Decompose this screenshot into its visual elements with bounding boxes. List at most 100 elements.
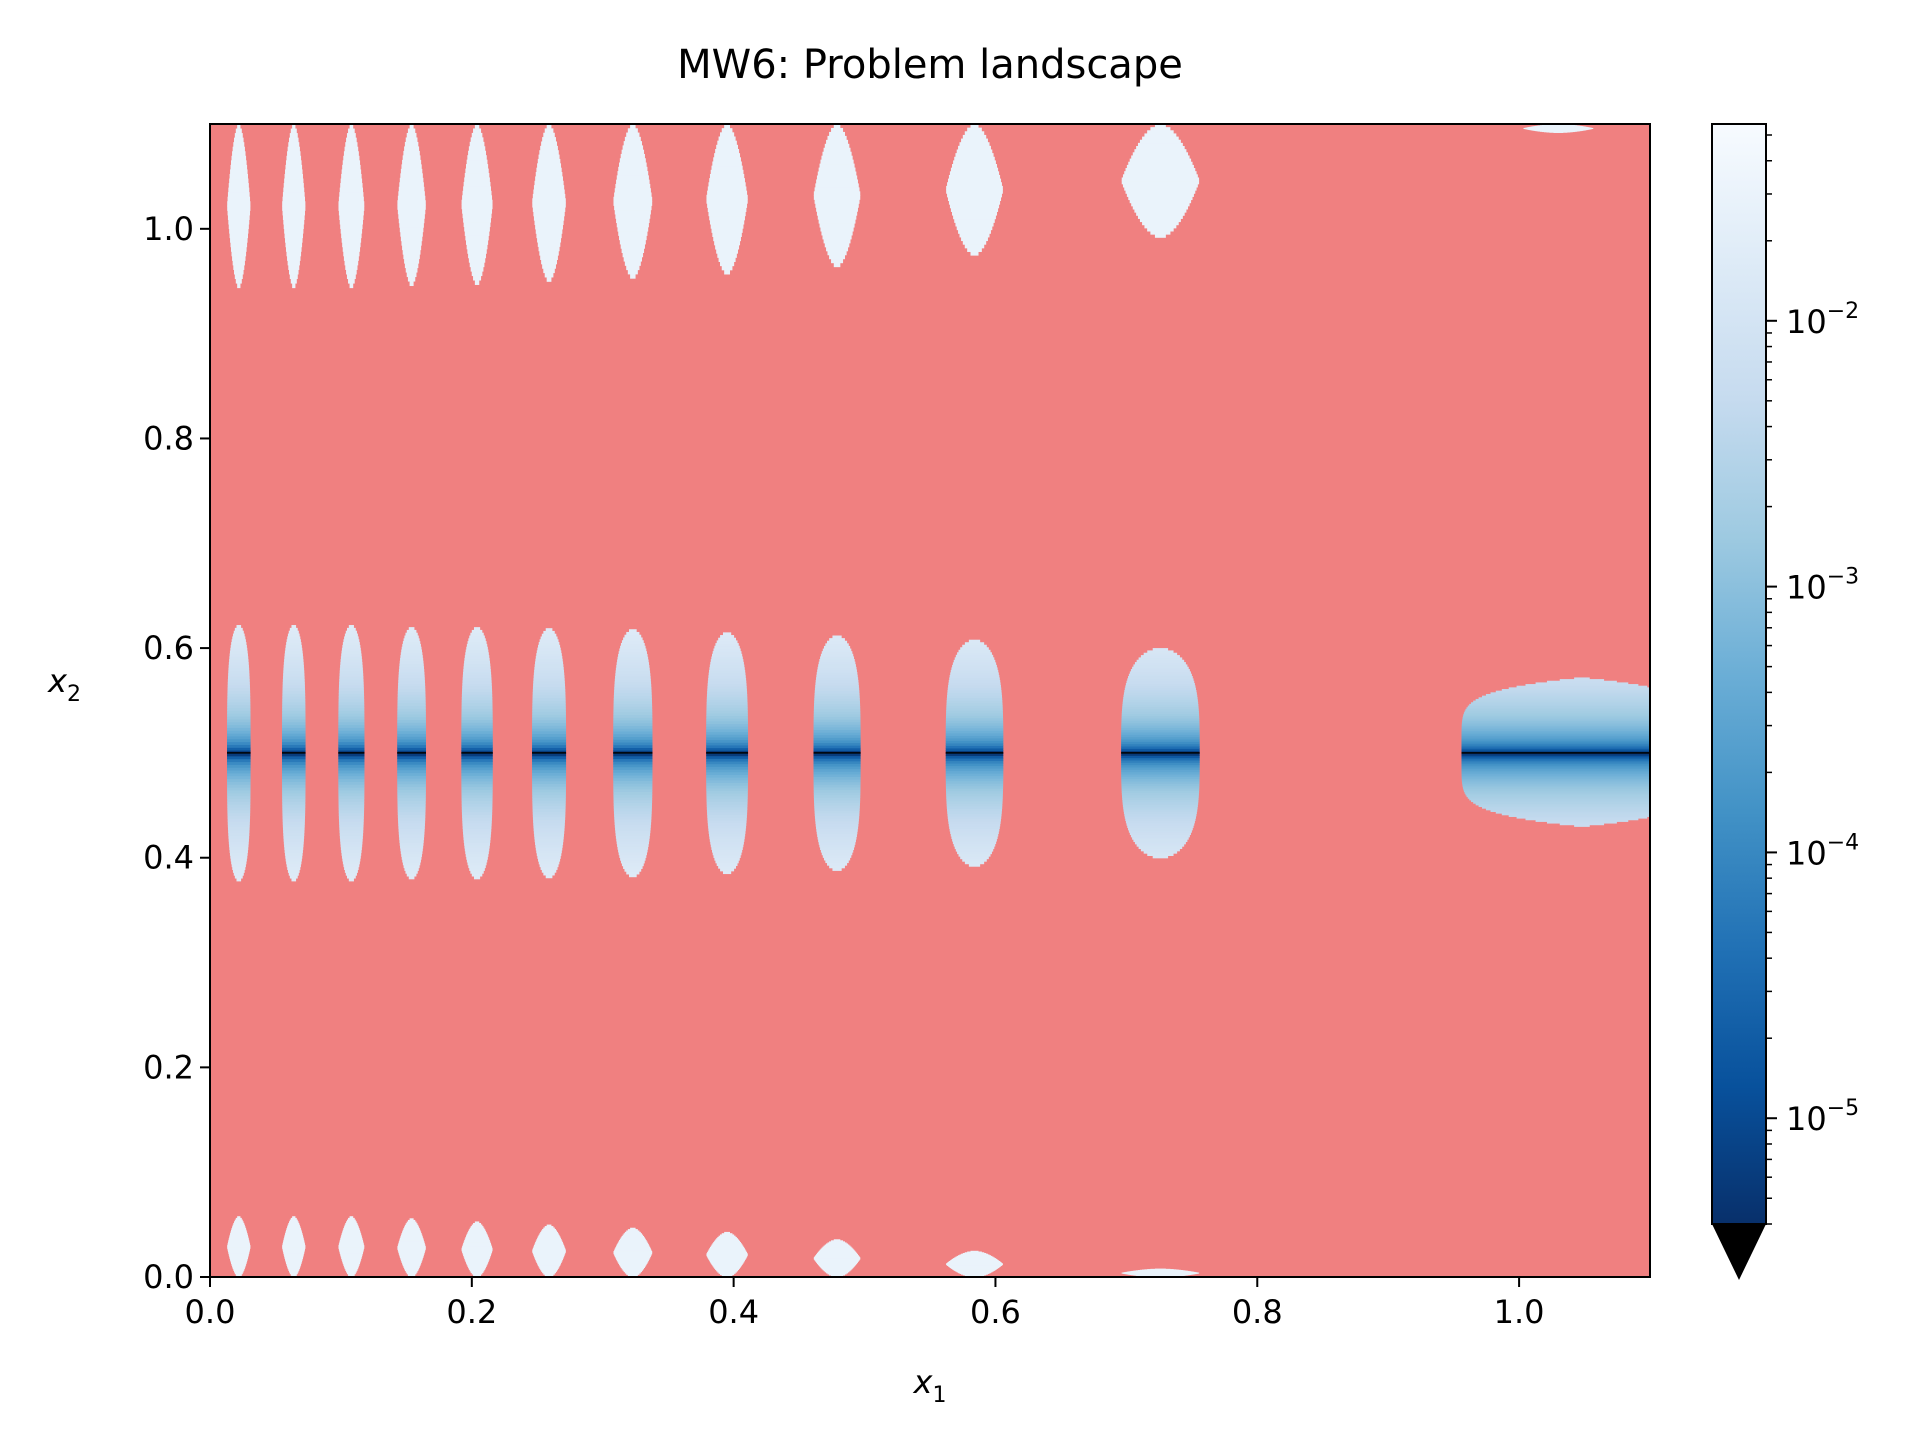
region-cell xyxy=(532,722,567,726)
region-cell xyxy=(1121,778,1200,782)
region-cell xyxy=(399,1237,424,1241)
region-cell xyxy=(532,816,566,821)
region-cell xyxy=(961,236,988,242)
region-cell xyxy=(462,195,493,201)
region-cell xyxy=(708,675,746,679)
region-cell xyxy=(954,1269,995,1272)
region-cell xyxy=(1465,793,1650,796)
region-cell xyxy=(338,196,364,202)
region-cell xyxy=(945,775,1004,779)
region-cell xyxy=(949,828,1000,832)
region-cell xyxy=(1122,706,1199,710)
region-cell xyxy=(818,1264,856,1267)
region-cell xyxy=(613,711,653,716)
region-cell xyxy=(462,677,492,681)
x-tick-label: 0.8 xyxy=(1232,1293,1283,1331)
region-cell xyxy=(469,141,485,147)
region-cell xyxy=(282,679,305,683)
region-cell xyxy=(532,686,566,690)
region-cell xyxy=(1546,821,1617,824)
region-cell xyxy=(951,835,998,840)
region-cell xyxy=(282,789,306,794)
feasible-region-7-0 xyxy=(706,1231,748,1277)
region-cell xyxy=(708,827,746,832)
region-cell xyxy=(945,720,1004,724)
colorbar-tick-exponent: −5 xyxy=(1827,1096,1859,1121)
region-cell xyxy=(397,727,426,732)
region-cell xyxy=(537,1263,561,1266)
region-cell xyxy=(535,655,563,660)
region-cell xyxy=(401,856,422,860)
region-cell xyxy=(539,250,559,256)
colorbar-tick-label: 10−3 xyxy=(1786,565,1859,607)
region-cell xyxy=(282,1249,305,1253)
region-cell xyxy=(344,636,359,640)
region-cell xyxy=(714,1240,741,1243)
region-cell xyxy=(463,836,491,841)
region-cell xyxy=(954,845,995,850)
region-cell xyxy=(292,282,296,289)
region-cell xyxy=(227,775,251,780)
region-cell xyxy=(282,772,306,777)
region-cell xyxy=(707,186,747,192)
feasible-region-6-1 xyxy=(613,629,653,878)
region-cell xyxy=(341,237,362,243)
region-cell xyxy=(398,674,425,679)
region-cell xyxy=(616,1257,650,1260)
region-cell xyxy=(624,260,641,266)
region-cell xyxy=(461,727,493,732)
region-cell xyxy=(816,828,858,832)
region-cell xyxy=(227,676,250,680)
region-cell xyxy=(816,674,858,678)
region-cell xyxy=(951,667,998,671)
region-cell xyxy=(1125,820,1195,824)
region-cell xyxy=(227,696,251,700)
region-cell xyxy=(283,1238,304,1241)
region-cell xyxy=(338,715,365,720)
region-cell xyxy=(945,770,1004,774)
region-cell xyxy=(228,223,249,230)
region-cell xyxy=(712,161,742,167)
region-cell xyxy=(532,802,566,807)
region-cell xyxy=(534,1243,564,1246)
region-cell xyxy=(406,629,417,634)
region-cell xyxy=(402,641,421,645)
region-cell xyxy=(1466,707,1650,710)
region-cell xyxy=(961,1273,988,1275)
region-cell xyxy=(282,812,306,817)
region-cell xyxy=(945,752,1004,757)
region-cell xyxy=(398,680,425,684)
region-cell xyxy=(227,1248,251,1251)
region-cell xyxy=(949,171,1000,176)
region-cell xyxy=(342,860,360,865)
region-cell xyxy=(466,159,488,165)
region-cell xyxy=(286,860,302,865)
region-cell xyxy=(813,781,861,785)
region-cell xyxy=(958,853,991,857)
region-cell xyxy=(338,727,365,731)
region-cell xyxy=(1127,825,1194,829)
region-cell xyxy=(962,134,987,140)
region-cell xyxy=(227,764,251,768)
colorbar-tick-label: 10−2 xyxy=(1786,299,1859,341)
region-cell xyxy=(282,804,306,808)
region-cell xyxy=(397,1244,426,1247)
region-cell xyxy=(537,163,562,169)
region-cell xyxy=(706,801,748,805)
region-cell xyxy=(461,780,493,785)
region-cell xyxy=(227,690,251,694)
region-cell xyxy=(945,788,1004,792)
region-cell xyxy=(341,647,361,652)
region-cell xyxy=(338,210,364,216)
region-cell xyxy=(950,1259,999,1261)
region-cell xyxy=(227,210,251,216)
region-cell xyxy=(290,1273,297,1276)
region-cell xyxy=(338,1244,365,1248)
region-cell xyxy=(713,236,741,242)
region-cell xyxy=(613,730,653,735)
region-cell xyxy=(952,838,997,842)
region-cell xyxy=(822,1246,852,1249)
region-cell xyxy=(348,625,354,629)
region-cell xyxy=(813,195,861,200)
region-cell xyxy=(970,1250,979,1253)
